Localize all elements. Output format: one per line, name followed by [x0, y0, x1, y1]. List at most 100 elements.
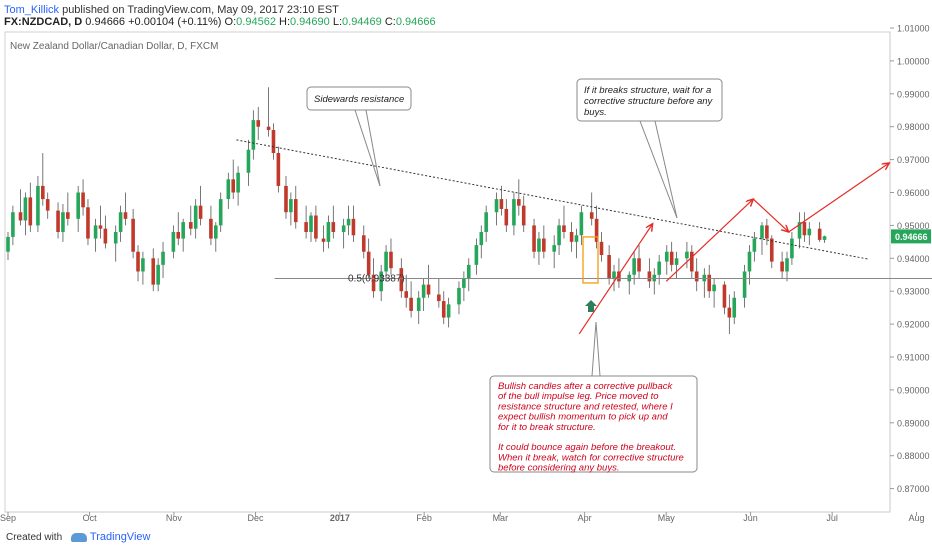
projection-arrow[interactable] — [578, 224, 652, 335]
candle-body — [41, 185, 45, 200]
price-tick-label: 0.98000 — [897, 122, 930, 132]
open-label: O: — [224, 16, 237, 28]
high-value: 0.94690 — [290, 16, 330, 28]
breaks-callout-text: corrective structure before any — [584, 96, 714, 107]
footer: Created with TradingView — [6, 531, 150, 543]
candle-body — [66, 212, 70, 219]
candle-body — [747, 251, 752, 272]
candle-body — [574, 235, 579, 242]
price-tick-label: 0.95000 — [897, 221, 930, 231]
candle-body — [28, 197, 33, 226]
candle-body — [437, 294, 441, 302]
candle-body — [457, 287, 461, 305]
candle-body — [727, 307, 732, 318]
candle-body — [231, 179, 236, 193]
close-value: 0.94666 — [395, 16, 436, 28]
price-tick-label: 0.97000 — [897, 155, 930, 165]
candle-body — [6, 236, 10, 252]
candle-body — [785, 258, 789, 272]
candle-body — [56, 210, 60, 232]
sidewards-callout-text: Sidewards resistance — [314, 94, 404, 105]
price-tick-label: 0.90000 — [897, 385, 930, 395]
tradingview-link[interactable]: TradingView — [89, 531, 151, 543]
candle-body — [732, 297, 737, 318]
time-tick-label: Apr — [578, 513, 592, 523]
bullish-callout-text: of the bull impulse leg. Price moved to — [498, 391, 659, 402]
time-tick-label: May — [658, 513, 676, 523]
time-tick-label: Jul — [826, 513, 838, 523]
candle-body — [504, 208, 509, 226]
price-tick-label: 1.01000 — [897, 24, 930, 34]
candle-body — [341, 225, 346, 232]
candle-body — [188, 222, 193, 229]
candle-body — [416, 297, 421, 311]
bullish-callout-text: resistance structure and retested, where… — [498, 401, 673, 412]
time-tick-label: Dec — [248, 513, 265, 523]
candle-body — [176, 231, 181, 239]
open-value: 0.94562 — [236, 16, 276, 28]
fib-level-label: 0.5(0.93387) — [348, 273, 405, 284]
candle-body — [123, 212, 128, 219]
candle-body — [542, 238, 546, 252]
projection-arrow[interactable] — [752, 198, 788, 232]
retest-box — [582, 236, 599, 284]
candle-body — [669, 251, 674, 265]
candle-body — [284, 185, 288, 213]
candle-body — [293, 199, 298, 223]
candle-body — [617, 271, 621, 282]
candle-body — [266, 126, 271, 130]
candle-body — [321, 238, 326, 242]
close-label: C: — [384, 16, 396, 28]
candle-body — [807, 228, 812, 236]
candle-body — [466, 264, 471, 279]
candle-body — [236, 172, 240, 193]
candle-body — [171, 231, 176, 252]
candle-body — [685, 251, 689, 259]
candles — [6, 87, 827, 334]
candle-body — [156, 264, 160, 285]
sidewards-callout[interactable] — [306, 86, 412, 111]
candle-body — [607, 255, 611, 279]
bullish-callout-text: for it to break structure. — [498, 422, 596, 433]
candle-body — [389, 251, 393, 269]
candle-body — [193, 205, 198, 229]
candle-body — [93, 225, 98, 239]
candle-body — [512, 199, 516, 226]
candle-body — [537, 238, 541, 252]
last-price-tag — [891, 229, 931, 244]
candle-body — [131, 218, 135, 252]
price-tick-label: 0.93000 — [897, 287, 930, 297]
candle-body — [426, 284, 431, 295]
projection-arrow[interactable] — [665, 199, 753, 282]
price-tick-label: 0.91000 — [897, 353, 930, 363]
resistance-trendline[interactable] — [236, 139, 868, 260]
breaks-callout[interactable] — [576, 78, 723, 122]
time-tick-label: Nov — [166, 513, 183, 523]
callout-pointer — [591, 321, 597, 377]
candle-body — [371, 274, 376, 292]
bullish-callout[interactable] — [489, 375, 698, 473]
price-tick-label: 0.92000 — [897, 320, 930, 330]
candle-body — [399, 268, 404, 292]
candle-body — [251, 120, 256, 150]
candle-body — [421, 284, 426, 298]
callouts: Sidewards resistance If it breaks structu… — [306, 78, 723, 474]
author-link[interactable]: Tom_Killick — [4, 4, 60, 16]
drawings: 0.5(0.93387) 0.94666 — [236, 139, 932, 335]
candle-body — [289, 199, 293, 213]
candle-body — [136, 251, 140, 272]
candle-body — [494, 199, 499, 213]
candle-body — [569, 231, 574, 242]
high-label: H: — [279, 16, 290, 28]
publish-info: Tom_Killick published on TradingView.com… — [4, 4, 339, 16]
candle-body — [226, 179, 231, 200]
price-tick-label: 0.88000 — [897, 451, 930, 461]
candle-body — [479, 231, 484, 246]
projection-arrow[interactable] — [788, 163, 890, 233]
candle-body — [181, 222, 185, 239]
candle-body — [484, 212, 488, 232]
candle-body — [326, 222, 331, 242]
candle-body — [151, 258, 156, 285]
price-axis: 1.01000 1.00000 0.99000 0.98000 0.97000 0.960… — [890, 24, 930, 494]
